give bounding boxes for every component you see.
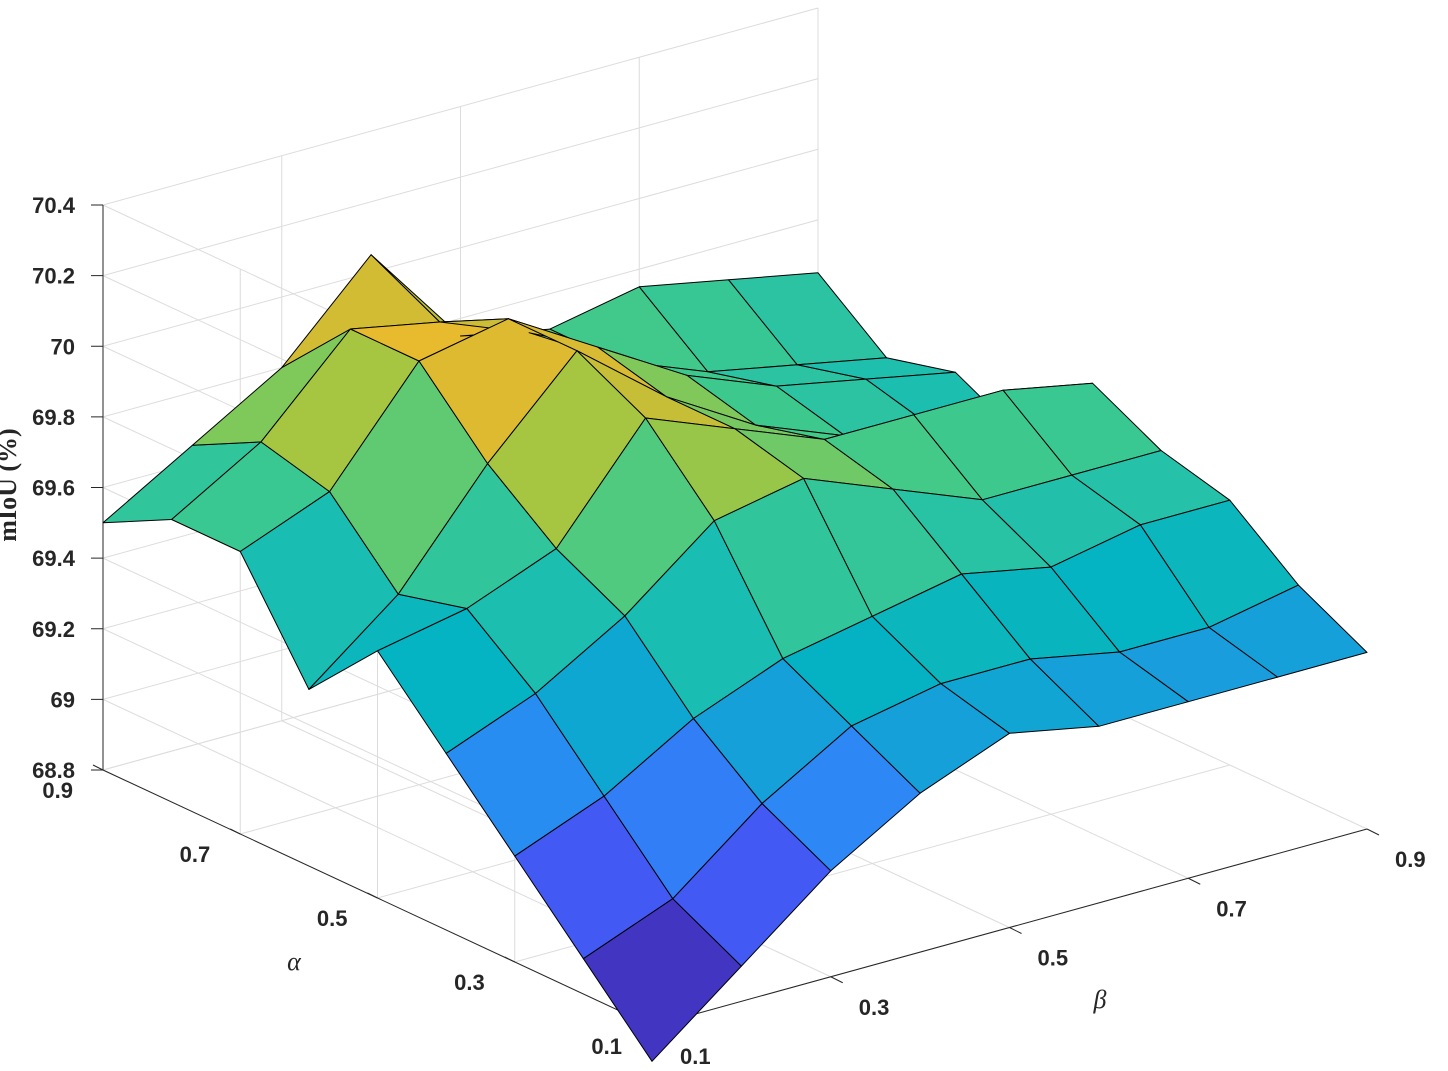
y-tick-label: 0.7 — [180, 842, 211, 867]
x-tick-label: 0.3 — [859, 995, 890, 1020]
x-tick — [1009, 927, 1022, 934]
x-tick — [1366, 828, 1380, 836]
y-tick — [92, 764, 104, 771]
wall-grid-line — [102, 148, 819, 347]
x-tick — [1188, 877, 1201, 885]
y-tick-label: 0.1 — [591, 1034, 622, 1059]
z-tick-label: 69.2 — [32, 617, 75, 642]
x-axis-label: β — [1093, 985, 1107, 1014]
y-tick-label: 0.3 — [454, 970, 485, 995]
y-tick — [504, 956, 515, 963]
z-tick-label: 69.4 — [32, 546, 76, 571]
z-tick-label: 69.6 — [32, 476, 75, 501]
y-tick-label: 0.5 — [317, 906, 348, 931]
z-tick-label: 70 — [51, 334, 75, 359]
surface-patch — [1208, 584, 1368, 678]
z-tick-label: 70.4 — [32, 193, 76, 218]
y-axis-label: α — [287, 947, 302, 976]
wall-grid-line — [102, 219, 819, 418]
y-tick-label: 0.9 — [42, 778, 73, 803]
wall-grid-line — [102, 7, 819, 206]
z-tick-label: 68.8 — [32, 758, 75, 783]
z-tick-label: 69 — [51, 687, 75, 712]
x-tick-label: 0.7 — [1216, 896, 1247, 921]
y-tick — [367, 892, 378, 899]
x-tick-label: 0.9 — [1395, 847, 1426, 872]
z-tick-label: 69.8 — [32, 405, 75, 430]
x-tick-label: 0.1 — [680, 1044, 711, 1069]
z-tick-label: 70.2 — [32, 264, 75, 289]
tick-labels: 68.8 69 69.2 69.4 69.6 69.8 70 70.2 70.4 0.1 0.3 0.… — [32, 193, 1425, 1069]
wall-grid-line — [102, 78, 819, 277]
x-tick — [830, 976, 843, 984]
x-tick-label: 0.5 — [1038, 946, 1069, 971]
y-tick — [230, 828, 241, 835]
z-axis-label: mIoU (%) — [0, 428, 22, 541]
surface — [102, 254, 1368, 1062]
